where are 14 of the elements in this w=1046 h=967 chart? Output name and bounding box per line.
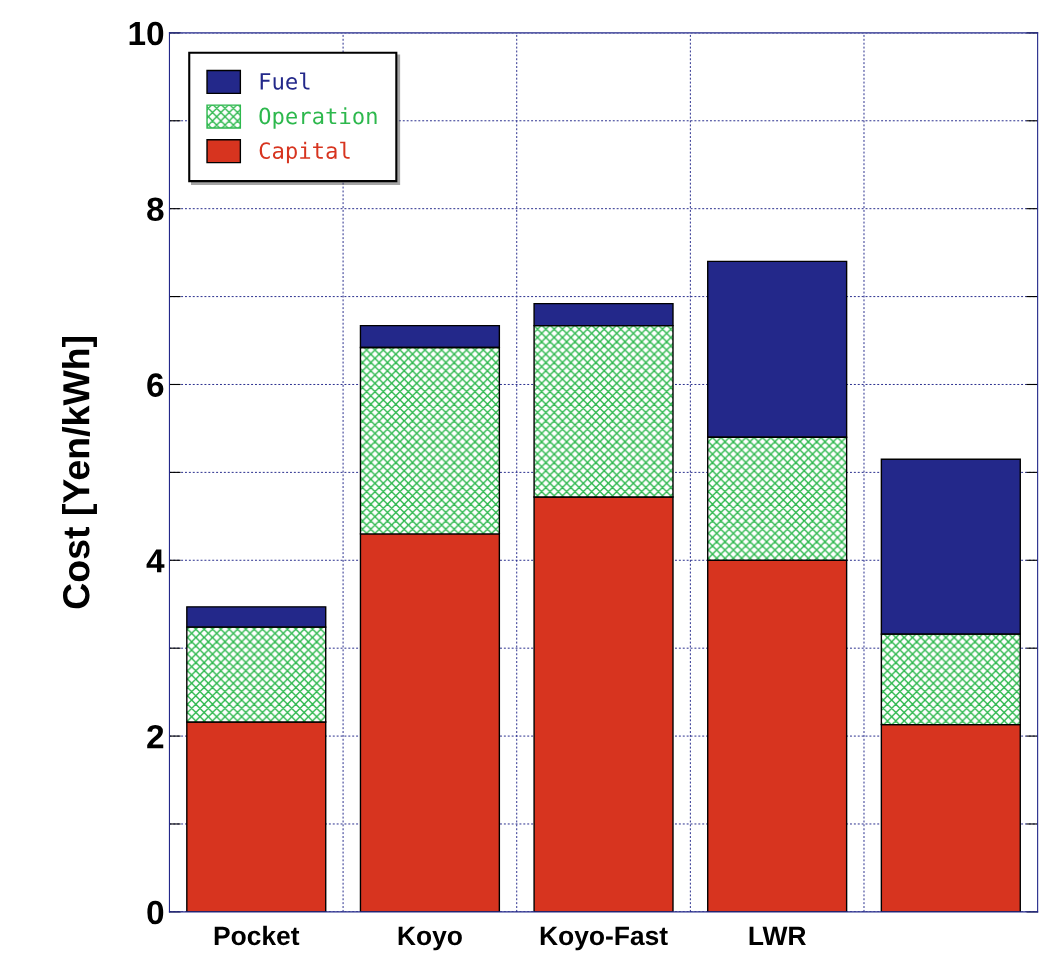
y-tick-label: 6: [147, 373, 164, 397]
x-tick-label: Pocket: [214, 925, 300, 946]
y-tick-label: 8: [147, 197, 164, 222]
y-tick-label: 10: [129, 21, 164, 46]
y-tick-label: 4: [146, 549, 165, 573]
legend-label: Operation: [259, 107, 377, 129]
x-tick-label: Koyo: [398, 926, 462, 951]
y-tick-label: 2: [147, 724, 164, 749]
y-tick-label: 0: [147, 900, 164, 925]
legend-label: Fuel: [260, 72, 310, 90]
x-tick-label: Koyo-Fast: [540, 926, 668, 951]
x-tick-label: LWR: [749, 926, 806, 945]
y-axis-title: Cost [Yen/kWh]: [62, 336, 97, 609]
legend-label: Capital: [259, 141, 350, 164]
